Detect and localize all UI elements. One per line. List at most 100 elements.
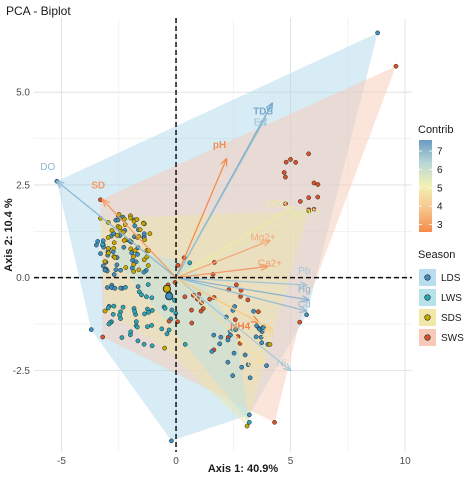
arrow-label-sd: SD <box>91 181 105 192</box>
sample-point <box>244 423 250 429</box>
contrib-colorbar <box>419 140 432 232</box>
sample-point <box>141 221 146 226</box>
sample-point <box>134 217 140 222</box>
season-key-point <box>424 314 431 321</box>
sample-point <box>200 306 206 311</box>
sample-point <box>98 197 103 203</box>
sample-point <box>120 304 126 310</box>
sample-point <box>106 250 111 256</box>
sample-point <box>136 267 142 273</box>
sample-point <box>111 272 117 277</box>
sample-point <box>139 292 144 298</box>
sample-point <box>135 251 140 257</box>
sample-point <box>144 294 149 300</box>
arrow-ec <box>175 118 265 278</box>
arrow-label-hg: Hg <box>298 284 311 295</box>
arrow-label-tds: TDS <box>253 106 273 117</box>
sample-point <box>264 363 269 368</box>
sample-point <box>112 285 118 291</box>
sample-point <box>105 246 111 251</box>
sample-point <box>142 311 147 317</box>
arrow-label-cd: Cd <box>298 299 311 310</box>
sample-point <box>247 375 253 381</box>
sample-point <box>182 294 188 300</box>
arrow-no3 <box>175 207 293 279</box>
arrow-label-salinity: Salinity <box>288 207 320 218</box>
sample-point <box>164 331 170 337</box>
arrow-label-pb: Pb <box>298 266 311 277</box>
sample-point <box>281 170 287 175</box>
sample-point <box>232 317 238 322</box>
sample-point <box>145 263 151 268</box>
sample-point <box>259 340 265 346</box>
arrow-salinity <box>175 215 300 279</box>
sample-point <box>306 208 312 214</box>
arrow-label-ec: EC <box>254 118 268 129</box>
hull-sds <box>100 210 309 427</box>
arrow-label-do: DO <box>40 162 55 173</box>
sample-point <box>147 231 153 236</box>
sample-point <box>283 201 288 207</box>
arrow-ni <box>175 277 291 371</box>
sample-point <box>123 265 129 270</box>
sample-point <box>132 248 138 253</box>
y-tick-label: -2.5 <box>13 366 31 377</box>
sample-point <box>109 228 115 233</box>
season-label-lws: LWS <box>441 293 462 304</box>
sample-point <box>304 312 309 318</box>
sample-point <box>234 282 239 288</box>
season-label-sws: SWS <box>441 333 464 344</box>
sample-point <box>102 267 108 273</box>
sample-point <box>189 307 194 313</box>
contrib-legend-title: Contrib <box>418 124 453 136</box>
sample-point <box>251 308 256 314</box>
sample-point <box>225 359 231 365</box>
sample-point <box>242 352 248 358</box>
sample-point <box>209 349 215 354</box>
sample-point <box>207 296 213 302</box>
sample-point <box>189 320 195 326</box>
sample-point <box>128 329 134 335</box>
sample-point <box>217 341 223 347</box>
sample-point <box>141 269 147 275</box>
sample-point <box>233 327 238 332</box>
arrow-label-cu: Cu <box>248 359 261 370</box>
sample-point <box>315 194 321 200</box>
sample-point <box>111 303 117 309</box>
sample-point <box>162 345 167 351</box>
x-tick-label: 10 <box>400 456 412 467</box>
sample-point <box>245 297 251 303</box>
sample-point <box>306 151 311 157</box>
x-tick-label: -5 <box>57 456 66 467</box>
arrow-zn <box>175 277 272 330</box>
arrow-hg <box>175 277 309 300</box>
centroid-point <box>162 284 171 293</box>
y-axis-title: Axis 2: 10.4 % <box>3 198 15 272</box>
sample-point <box>311 180 317 186</box>
arrow-label-mg2+: Mg2+ <box>250 233 275 244</box>
sample-point <box>169 438 174 444</box>
sample-point <box>132 309 137 314</box>
sample-point <box>393 63 399 69</box>
sample-point <box>246 412 252 418</box>
sample-point <box>187 260 193 266</box>
sample-point <box>159 326 165 332</box>
arrow-pb <box>175 277 307 285</box>
sample-point <box>182 342 188 347</box>
sample-point <box>267 342 273 347</box>
colorbar-tick-label: 3 <box>437 220 443 231</box>
sample-point <box>105 285 110 290</box>
sample-point <box>133 319 139 324</box>
sample-point <box>100 334 106 340</box>
sample-point <box>218 334 224 340</box>
sample-point <box>149 308 155 313</box>
arrow-cu <box>175 277 263 363</box>
plot-area: -5 0 5 10 -2.5 0.0 2.5 5.0 Axis 1: 40.9% Axis 2: … <box>3 18 412 475</box>
y-tick-label: 5.0 <box>16 88 30 99</box>
sample-point <box>272 419 277 425</box>
sample-point <box>230 373 236 378</box>
sample-point <box>128 215 134 221</box>
season-label-lds: LDS <box>441 273 461 284</box>
sample-point <box>131 269 137 274</box>
